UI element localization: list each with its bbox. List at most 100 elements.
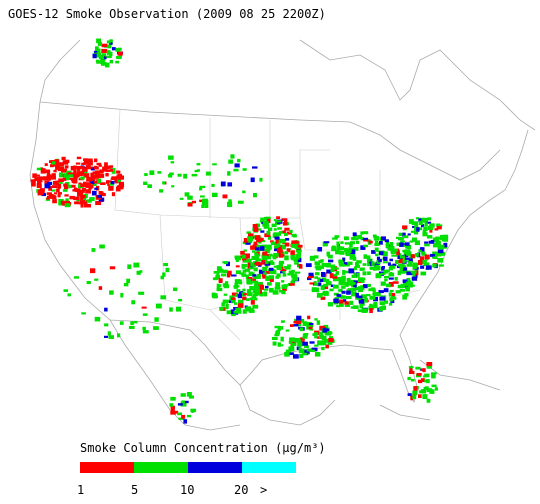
smoke-pixel — [73, 176, 78, 179]
smoke-pixel — [291, 243, 298, 248]
smoke-pixel — [294, 338, 300, 343]
smoke-pixel — [266, 254, 271, 258]
smoke-pixel — [111, 192, 115, 197]
smoke-pixel — [99, 55, 104, 59]
smoke-pixel — [289, 337, 295, 342]
smoke-pixel — [317, 277, 321, 283]
smoke-pixel — [294, 241, 300, 244]
smoke-pixel — [191, 409, 195, 413]
smoke-pixel — [46, 177, 51, 181]
smoke-pixel — [406, 280, 411, 283]
smoke-pixel — [401, 258, 407, 262]
smoke-pixel — [328, 336, 333, 339]
smoke-pixel — [278, 231, 283, 234]
smoke-pixel — [111, 47, 116, 51]
smoke-pixel — [284, 233, 288, 237]
smoke-pixel — [379, 296, 386, 301]
smoke-pixel — [287, 264, 292, 267]
smoke-pixel — [53, 169, 57, 173]
smoke-pixel — [254, 254, 260, 260]
smoke-pixel — [316, 293, 323, 298]
smoke-pixel — [109, 39, 113, 45]
smoke-pixel — [177, 403, 183, 406]
smoke-pixel — [252, 304, 259, 309]
smoke-pixel — [361, 308, 368, 313]
smoke-pixel — [34, 174, 40, 177]
smoke-pixel — [243, 249, 247, 252]
smoke-pixel — [241, 263, 248, 268]
smoke-pixel — [314, 352, 321, 357]
smoke-pixel — [398, 232, 404, 236]
smoke-pixel — [191, 173, 198, 177]
smoke-pixel — [258, 269, 265, 274]
smoke-pixel — [256, 263, 261, 266]
smoke-pixel — [396, 236, 402, 239]
smoke-pixel — [131, 300, 136, 305]
smoke-pixel — [126, 278, 131, 283]
smoke-pixel — [356, 273, 360, 278]
smoke-pixel — [405, 245, 410, 249]
smoke-pixel — [407, 376, 411, 381]
smoke-pixel — [276, 265, 283, 270]
smoke-pixel — [250, 177, 255, 183]
smoke-pixel — [293, 257, 298, 262]
smoke-pixel — [383, 300, 389, 304]
smoke-pixel — [263, 288, 269, 291]
smoke-pixel — [169, 172, 174, 176]
smoke-pixel — [169, 403, 174, 407]
smoke-pixel — [179, 197, 184, 200]
smoke-pixel — [182, 400, 189, 404]
smoke-pixel — [103, 169, 108, 172]
smoke-pixel — [105, 62, 110, 68]
smoke-pixel — [388, 277, 394, 280]
smoke-pixel — [248, 233, 254, 238]
smoke-pixel — [299, 319, 305, 323]
smoke-pixel — [343, 299, 347, 303]
smoke-pixel — [376, 273, 382, 276]
smoke-pixel — [63, 289, 69, 292]
smoke-pixel — [216, 266, 222, 272]
smoke-pixel — [308, 326, 313, 330]
smoke-pixel — [287, 273, 292, 276]
smoke-pixel — [138, 291, 145, 295]
smoke-pixel — [180, 401, 187, 407]
smoke-pixel — [396, 265, 402, 269]
smoke-pixel — [350, 249, 356, 254]
smoke-pixel — [75, 166, 80, 170]
smoke-pixel — [265, 216, 271, 220]
smoke-pixel — [338, 259, 343, 263]
smoke-pixel — [63, 183, 68, 187]
smoke-pixel — [426, 379, 430, 384]
smoke-pixel — [224, 281, 229, 285]
smoke-pixel — [99, 169, 104, 174]
smoke-pixel — [200, 195, 205, 198]
smoke-pixel — [357, 309, 364, 312]
smoke-pixel — [237, 293, 242, 299]
smoke-pixel — [54, 159, 60, 165]
smoke-pixel — [323, 279, 330, 283]
smoke-pixel — [110, 177, 116, 181]
smoke-pixel — [339, 281, 346, 286]
smoke-pixel — [294, 244, 301, 250]
smoke-pixel — [244, 253, 251, 259]
smoke-pixel — [281, 284, 288, 289]
smoke-pixel — [157, 171, 162, 174]
smoke-pixel — [342, 270, 346, 275]
smoke-pixel — [222, 194, 228, 199]
smoke-pixel — [83, 160, 89, 163]
smoke-pixel — [242, 288, 246, 292]
smoke-pixel — [273, 232, 280, 237]
smoke-pixel — [333, 292, 339, 296]
smoke-pixel — [75, 162, 81, 165]
smoke-pixel — [118, 175, 122, 180]
smoke-pixel — [94, 158, 98, 163]
smoke-pixel — [320, 285, 325, 290]
smoke-pixel — [326, 251, 331, 257]
smoke-pixel — [351, 288, 357, 292]
smoke-pixel — [347, 281, 353, 286]
smoke-pixel — [58, 198, 64, 204]
smoke-pixel — [174, 410, 179, 414]
smoke-pixel — [299, 327, 304, 332]
smoke-pixel — [46, 181, 53, 186]
smoke-pixel — [327, 254, 333, 259]
